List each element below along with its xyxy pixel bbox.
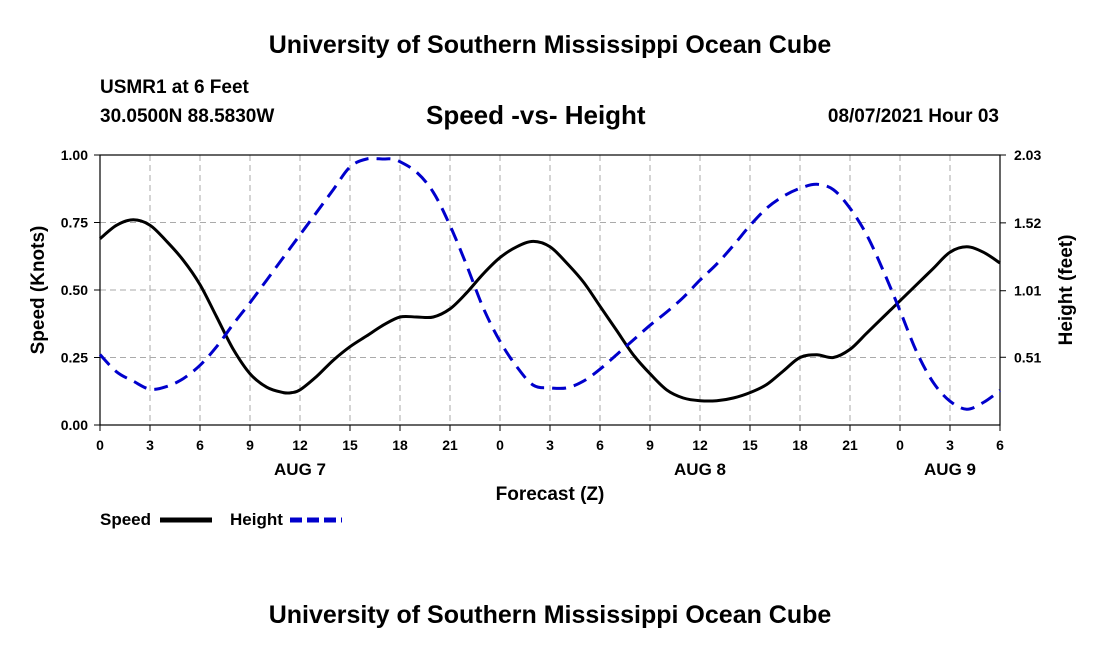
bottom-title: University of Southern Mississippi Ocean… [268,601,832,629]
x-tick-label: 15 [742,437,758,453]
y2-axis-label: Height (feet) [1056,235,1077,346]
chart-title: Speed -vs- Height [426,100,646,130]
y-axis-label: Speed (Knots) [28,226,49,355]
x-tick-label: 15 [342,437,358,453]
x-tick-label: 9 [246,437,254,453]
x-tick-label: 3 [946,437,954,453]
x-tick-label: 3 [546,437,554,453]
y2-tick-label: 0.51 [1014,349,1041,365]
y-tick-label: 0.50 [61,282,88,298]
day-label: AUG 9 [924,460,976,479]
x-tick-label: 21 [842,437,858,453]
x-tick-label: 0 [496,437,504,453]
day-label: AUG 7 [274,460,326,479]
y2-tick-label: 1.01 [1014,283,1041,299]
day-label: AUG 8 [674,460,726,479]
x-tick-label: 0 [96,437,104,453]
x-tick-label: 6 [996,437,1004,453]
height-series-line [98,156,1001,411]
x-tick-label: 21 [442,437,458,453]
x-axis-label: Forecast (Z) [496,484,605,505]
x-tick-label: 18 [392,437,408,453]
x-tick-label: 6 [596,437,604,453]
legend: Speed Height [100,510,342,529]
date-time-label: 08/07/2021 Hour 03 [827,106,999,127]
x-tick-label: 12 [292,437,308,453]
y-tick-label: 0.25 [61,350,88,366]
legend-height-label: Height [230,510,283,529]
coordinates-label: 30.0500N 88.5830W [100,106,275,127]
x-tick-label: 0 [896,437,904,453]
y2-tick-label: 2.03 [1014,147,1041,163]
grid-layer [100,155,1000,425]
top-title: University of Southern Mississippi Ocean… [268,31,832,59]
y-tick-label: 0.00 [61,417,88,433]
x-tick-label: 12 [692,437,708,453]
x-tick-label: 6 [196,437,204,453]
y2-tick-label: 1.52 [1014,215,1041,231]
station-label: USMR1 at 6 Feet [100,77,249,98]
y-tick-label: 1.00 [61,147,88,163]
x-tick-label: 3 [146,437,154,453]
x-tick-label: 18 [792,437,808,453]
y-tick-label: 0.75 [61,215,88,231]
x-tick-label: 9 [646,437,654,453]
axes-layer: 0 3 6 9 12 15 18 21 0 3 6 9 12 15 18 21 0 3 6 0.00 0.25 0.50 0… [61,147,1042,479]
legend-speed-label: Speed [100,510,151,529]
speed-series-line [99,218,1001,403]
